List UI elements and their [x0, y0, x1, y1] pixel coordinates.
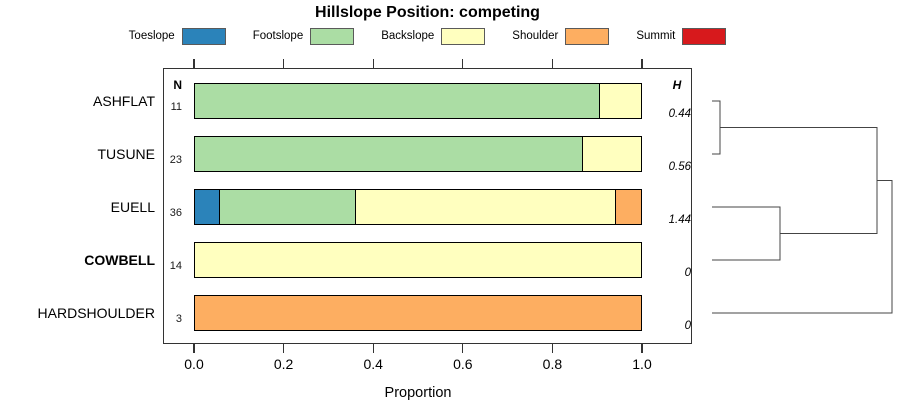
x-tick-bottom: [372, 344, 374, 353]
x-tick-top: [282, 59, 285, 68]
x-tick-label: 0.2: [273, 356, 294, 372]
legend-item-label: Backslope: [381, 30, 435, 42]
n-value: 14: [169, 260, 182, 272]
category-label-euell: EUELL: [110, 199, 155, 215]
n-column-header: N: [173, 78, 182, 92]
h-value: 0.44: [668, 108, 691, 120]
x-tick-bottom: [193, 344, 195, 353]
n-value: 3: [175, 313, 182, 325]
bar-segment-footslope: [195, 137, 584, 171]
bar-segment-shoulder: [616, 190, 641, 224]
legend-swatch-summit: [682, 27, 727, 45]
x-tick-label: 0.6: [453, 356, 473, 372]
category-label-tusune: TUSUNE: [97, 146, 155, 162]
h-value: 0: [684, 267, 691, 279]
bar-segment-backslope: [583, 137, 641, 171]
legend-item-label: Shoulder: [512, 30, 559, 42]
bar-ashflat: [194, 83, 642, 119]
x-tick-top: [193, 59, 195, 68]
x-tick-bottom: [462, 344, 464, 353]
x-tick-label: 0.8: [542, 356, 563, 372]
legend-item-label: Footslope: [252, 30, 304, 42]
h-value: 0: [684, 320, 691, 332]
dendrogram-link: [712, 206, 781, 261]
n-value: 11: [170, 101, 182, 113]
n-value: 36: [169, 207, 182, 219]
bar-euell: [194, 189, 642, 225]
x-tick-bottom: [641, 344, 643, 353]
legend-item-label: Summit: [636, 30, 676, 42]
category-label-ashflat: ASHFLAT: [93, 93, 155, 109]
bar-segment-footslope: [195, 84, 601, 118]
bar-segment-toeslope: [195, 190, 220, 224]
dendrogram-link: [712, 179, 893, 314]
bar-segment-footslope: [219, 190, 357, 224]
bar-segment-backslope: [356, 190, 617, 224]
dendrogram: [712, 100, 893, 314]
legend-swatch-toeslope: [181, 27, 226, 45]
dendrogram-link: [712, 100, 721, 155]
x-tick-top: [641, 59, 643, 68]
legend-item-toeslope: Toeslope: [128, 27, 226, 45]
legend-item-footslope: Footslope: [252, 27, 355, 45]
dendrogram-link: [719, 126, 878, 235]
plot-frame: [163, 68, 692, 344]
bar-segment-backslope: [600, 84, 641, 118]
h-value: 1.44: [668, 214, 691, 226]
x-tick-label: 0.0: [184, 356, 204, 372]
bar-hardshoulder: [194, 295, 642, 331]
category-label-hardshoulder: HARDSHOULDER: [37, 305, 155, 321]
bar-segment-backslope: [195, 243, 641, 277]
x-tick-top: [462, 59, 464, 68]
x-tick-top: [551, 59, 554, 68]
x-tick-label: 0.4: [363, 356, 383, 372]
legend-swatch-footslope: [310, 27, 355, 45]
x-tick-top: [372, 59, 374, 68]
legend-item-summit: Summit: [636, 27, 727, 45]
x-tick-label: 1.0: [632, 356, 652, 372]
bar-cowbell: [194, 242, 642, 278]
bar-segment-shoulder: [195, 296, 641, 330]
category-label-cowbell: COWBELL: [84, 252, 155, 268]
h-value: 0.56: [668, 161, 691, 173]
x-tick-bottom: [282, 344, 285, 353]
h-column-header: H: [672, 78, 682, 92]
n-value: 23: [169, 154, 182, 166]
legend-item-shoulder: Shoulder: [512, 27, 610, 45]
legend-item-backslope: Backslope: [381, 27, 486, 45]
legend-swatch-backslope: [441, 27, 486, 45]
chart-title: Hillslope Position: competing: [315, 4, 540, 21]
legend-item-label: Toeslope: [128, 30, 175, 42]
legend: Toeslope Footslope Backslope Shoulder Summit: [0, 26, 855, 46]
bar-tusune: [194, 136, 642, 172]
legend-swatch-shoulder: [565, 27, 610, 45]
x-axis-label: Proportion: [384, 385, 452, 401]
x-tick-bottom: [551, 344, 554, 353]
